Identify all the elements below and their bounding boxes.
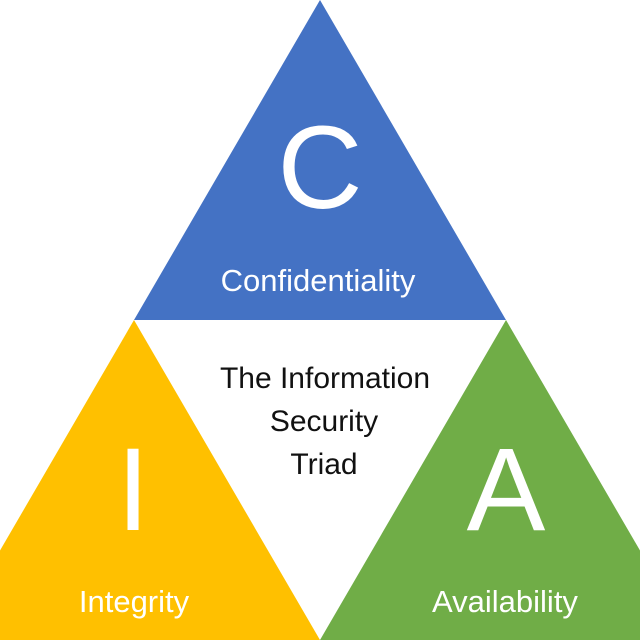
availability-segment: A Availability	[320, 320, 640, 640]
title-line-2: Security	[270, 405, 378, 438]
title-line-1: The Information	[220, 362, 430, 395]
availability-triangle	[320, 320, 640, 640]
center-title: The Information Security Triad	[220, 362, 430, 481]
integrity-letter: I	[117, 424, 150, 556]
integrity-label: Integrity	[79, 584, 190, 619]
availability-letter: A	[467, 424, 546, 556]
confidentiality-label: Confidentiality	[221, 263, 416, 298]
title-line-3: Triad	[290, 448, 357, 481]
integrity-triangle	[0, 320, 320, 640]
confidentiality-triangle	[134, 0, 506, 320]
integrity-segment: I Integrity	[0, 320, 320, 640]
availability-label: Availability	[432, 584, 578, 619]
confidentiality-letter: C	[277, 102, 362, 234]
confidentiality-segment: C Confidentiality	[134, 0, 506, 320]
